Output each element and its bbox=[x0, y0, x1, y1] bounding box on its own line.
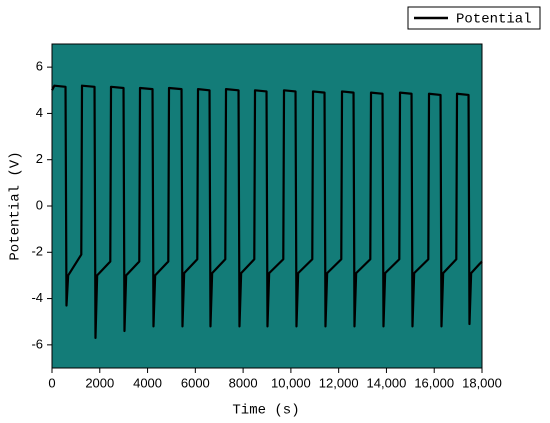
y-tick-label: 6 bbox=[36, 59, 43, 74]
x-tick-label: 16,000 bbox=[414, 375, 454, 390]
x-tick-label: 8000 bbox=[229, 375, 258, 390]
plot-frame bbox=[51, 43, 483, 369]
x-tick-label: 14,000 bbox=[367, 375, 407, 390]
x-tick-label: 12,000 bbox=[319, 375, 359, 390]
x-tick-label: 10,000 bbox=[271, 375, 311, 390]
x-tick-label: 4000 bbox=[133, 375, 162, 390]
y-tick-label: -4 bbox=[31, 290, 43, 305]
y-tick-label: 4 bbox=[36, 105, 43, 120]
x-tick-label: 0 bbox=[48, 375, 55, 390]
y-tick-label: -6 bbox=[31, 336, 43, 351]
x-tick-label: 2000 bbox=[85, 375, 114, 390]
x-tick-label: 6000 bbox=[181, 375, 210, 390]
legend-label: Potential bbox=[456, 12, 532, 28]
y-tick-label: 0 bbox=[36, 197, 43, 212]
x-tick-label: 18,000 bbox=[462, 375, 502, 390]
x-axis-title: Time (s) bbox=[232, 403, 299, 419]
y-axis-title: Potential (V) bbox=[8, 151, 24, 260]
y-tick-label: 2 bbox=[36, 151, 43, 166]
y-tick-label: -2 bbox=[31, 244, 43, 259]
data-line bbox=[51, 84, 483, 340]
legend-box bbox=[407, 6, 541, 30]
